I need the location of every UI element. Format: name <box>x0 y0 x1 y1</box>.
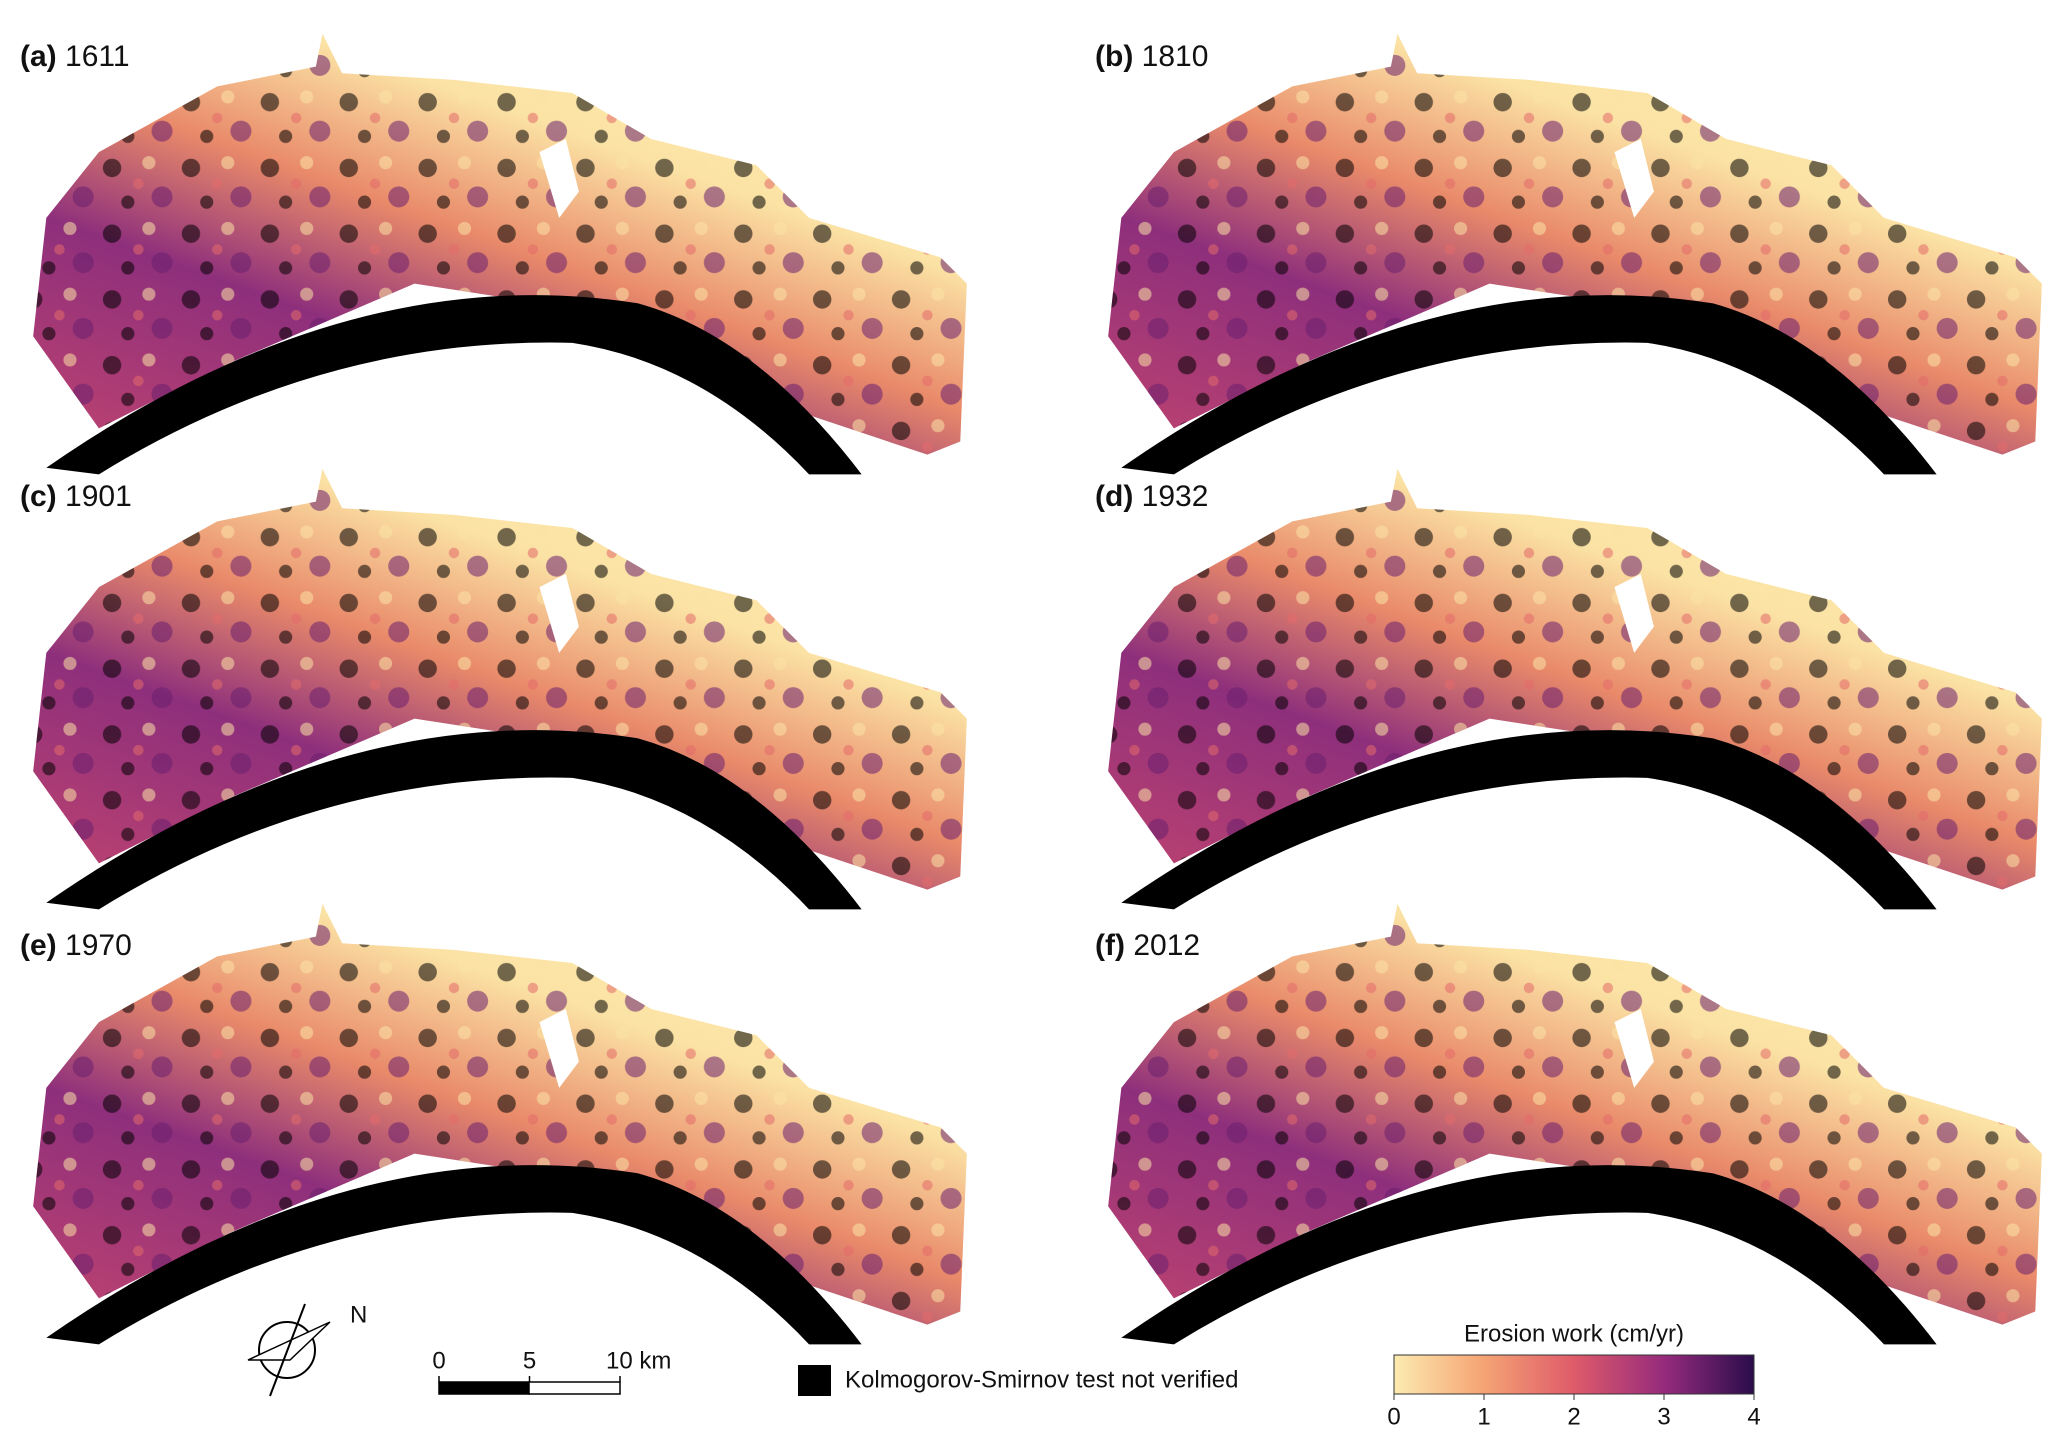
map-panels <box>33 33 2042 1345</box>
colorbar <box>1393 1354 1755 1395</box>
map-c <box>33 468 967 910</box>
panel-label: (b) 1810 <box>1095 40 1208 73</box>
scale-bar <box>438 1381 621 1395</box>
panel-letter: (d) <box>1095 480 1133 513</box>
colorbar-tick-label: 3 <box>1657 1403 1670 1430</box>
scale-tick-label: 0 <box>432 1347 445 1374</box>
panel-year: 1611 <box>65 40 130 73</box>
mask-swatch <box>798 1365 831 1396</box>
panel-year: 2012 <box>1133 929 1200 962</box>
map-e <box>33 903 967 1345</box>
panel-letter: (c) <box>20 480 57 513</box>
panel-letter: (a) <box>20 40 57 73</box>
scale-tick-label: 10 km <box>606 1347 671 1374</box>
panel-label: (e) 1970 <box>20 929 132 962</box>
panel-label: (f) 2012 <box>1095 929 1200 962</box>
colorbar-title: Erosion work (cm/yr) <box>1464 1320 1684 1347</box>
map-f <box>1108 903 2042 1345</box>
colorbar-tick-label: 1 <box>1477 1403 1490 1430</box>
panel-year: 1901 <box>65 480 132 513</box>
mask-legend-label: Kolmogorov-Smirnov test not verified <box>845 1366 1239 1393</box>
map-a <box>33 33 967 475</box>
colorbar-tick-label: 2 <box>1567 1403 1580 1430</box>
panel-label: (c) 1901 <box>20 480 132 513</box>
north-label: N <box>350 1301 367 1328</box>
north-arrow <box>247 1303 331 1397</box>
map-b <box>1108 33 2042 475</box>
panel-year: 1970 <box>65 929 132 962</box>
panel-year: 1810 <box>1142 40 1209 73</box>
panel-label: (d) 1932 <box>1095 480 1208 513</box>
colorbar-tick-label: 4 <box>1747 1403 1760 1430</box>
panel-label: (a) 1611 <box>20 40 130 73</box>
panel-year: 1932 <box>1142 480 1209 513</box>
panel-letter: (b) <box>1095 40 1133 73</box>
panel-letter: (e) <box>20 929 57 962</box>
map-d <box>1108 468 2042 910</box>
colorbar-tick-label: 0 <box>1387 1403 1400 1430</box>
scale-tick-label: 5 <box>523 1347 536 1374</box>
panel-letter: (f) <box>1095 929 1125 962</box>
